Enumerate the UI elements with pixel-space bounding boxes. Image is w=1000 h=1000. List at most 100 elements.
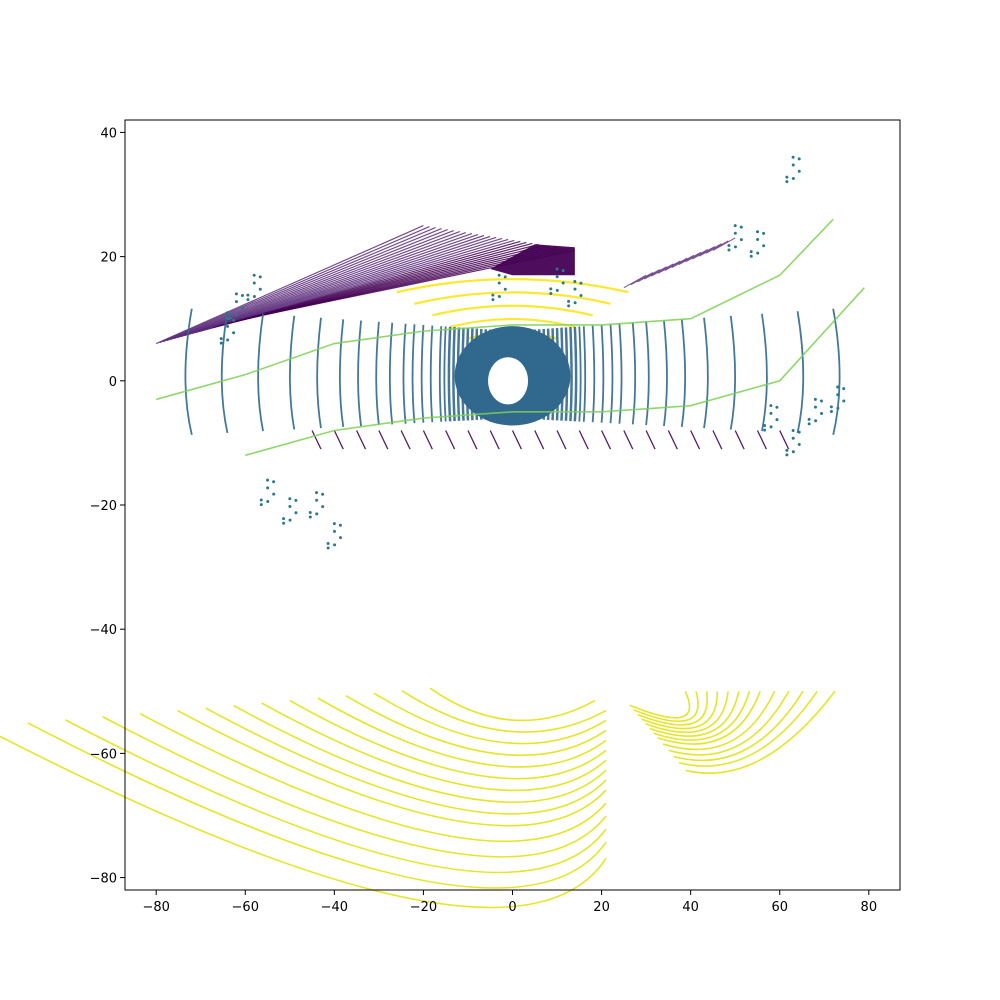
ground-ring — [402, 323, 407, 424]
vegetation-point — [491, 298, 495, 302]
vegetation-point — [785, 453, 789, 457]
vegetation-point — [807, 417, 811, 421]
x-tick-label: 20 — [593, 900, 610, 915]
vegetation-point — [739, 238, 743, 242]
ground-ring — [582, 326, 587, 422]
structure-arc — [396, 277, 629, 294]
x-tick-label: −80 — [142, 900, 169, 915]
vegetation-point — [338, 536, 342, 540]
ground-ring — [338, 319, 345, 428]
building-south — [534, 430, 545, 450]
vegetation-point — [813, 405, 817, 409]
vegetation-point — [785, 180, 789, 184]
vegetation-point — [308, 510, 312, 514]
vegetation-point — [797, 169, 801, 173]
vegetation-point — [326, 546, 330, 550]
vegetation-point — [807, 422, 811, 426]
ground-ring — [761, 313, 768, 432]
far-ring-east — [629, 690, 691, 719]
vegetation-point — [225, 317, 229, 321]
vegetation-point — [829, 405, 833, 409]
vegetation-point — [235, 313, 239, 317]
road-edge-lower — [245, 287, 865, 457]
building-south — [311, 430, 322, 450]
plot-frame — [124, 119, 901, 891]
building-streak-east — [657, 260, 681, 274]
structure-arc — [449, 317, 576, 329]
vegetation-point — [797, 157, 801, 161]
vegetation-point — [579, 293, 583, 297]
ground-ring — [618, 323, 623, 424]
far-ring-west — [373, 692, 607, 745]
building-south — [667, 430, 678, 450]
far-ring-west — [261, 702, 607, 792]
building-streak-east — [637, 269, 661, 283]
ground-ring — [569, 327, 573, 422]
vegetation-point — [797, 430, 801, 434]
ground-ring — [316, 317, 322, 429]
building-streak-east — [623, 274, 647, 289]
far-ring-west — [64, 719, 607, 874]
ground-ring — [357, 320, 362, 427]
ground-ring — [184, 308, 193, 436]
ground-ring — [645, 321, 650, 426]
building-south — [489, 430, 500, 450]
building-streak — [163, 226, 436, 343]
vegetation-point — [756, 251, 760, 255]
far-ring-east — [685, 690, 836, 774]
vegetation-point — [561, 281, 565, 285]
vegetation-point — [258, 287, 262, 291]
vegetation-point — [332, 529, 336, 533]
vegetation-point — [733, 224, 737, 228]
plot-points — [0, 155, 865, 909]
building-streak-east — [698, 243, 722, 257]
building-south — [400, 430, 411, 450]
building-streak-east — [712, 237, 736, 251]
y-tick-label: 40 — [100, 126, 117, 141]
vegetation-point — [491, 293, 495, 297]
ground-ring — [220, 311, 229, 434]
vegetation-point — [791, 155, 795, 159]
vegetation-point — [561, 269, 565, 273]
y-tick-label: −60 — [90, 747, 117, 762]
vegetation-point — [497, 295, 501, 299]
vegetation-point — [567, 304, 571, 308]
building-south — [779, 430, 790, 450]
building-block — [490, 244, 575, 276]
vegetation-point — [288, 505, 292, 509]
vegetation-point — [321, 505, 325, 509]
vegetation-point — [763, 424, 767, 428]
ground-ring — [411, 324, 416, 424]
vegetation-point — [820, 411, 824, 415]
vegetation-point — [829, 409, 833, 413]
vegetation-point — [219, 341, 223, 345]
building-streak — [191, 234, 485, 335]
vegetation-point — [555, 288, 559, 292]
vegetation-point — [294, 511, 298, 515]
vegetation-point — [836, 406, 840, 410]
far-ring-west — [27, 722, 607, 889]
vegetation-point — [791, 450, 795, 454]
building-south — [623, 430, 634, 450]
building-south — [756, 430, 767, 450]
vegetation-point — [555, 267, 559, 271]
ground-ring — [609, 324, 614, 424]
vegetation-point — [259, 503, 263, 507]
vegetation-point — [232, 318, 236, 322]
ground-ring — [443, 326, 447, 422]
ground-ring — [663, 320, 668, 427]
vegetation-point — [219, 337, 223, 341]
vegetation-point — [836, 385, 840, 389]
vegetation-point — [842, 387, 846, 391]
ground-ring — [832, 308, 841, 436]
far-ring-west — [139, 712, 607, 842]
ground-ring — [680, 319, 687, 428]
x-tick-label: −60 — [232, 900, 259, 915]
vegetation-point — [266, 499, 270, 503]
vegetation-point — [321, 492, 325, 496]
vegetation-point — [555, 275, 559, 279]
building-south — [422, 430, 433, 450]
x-tick-label: 80 — [861, 900, 878, 915]
vegetation-point — [573, 279, 577, 283]
vegetation-point — [756, 237, 760, 241]
